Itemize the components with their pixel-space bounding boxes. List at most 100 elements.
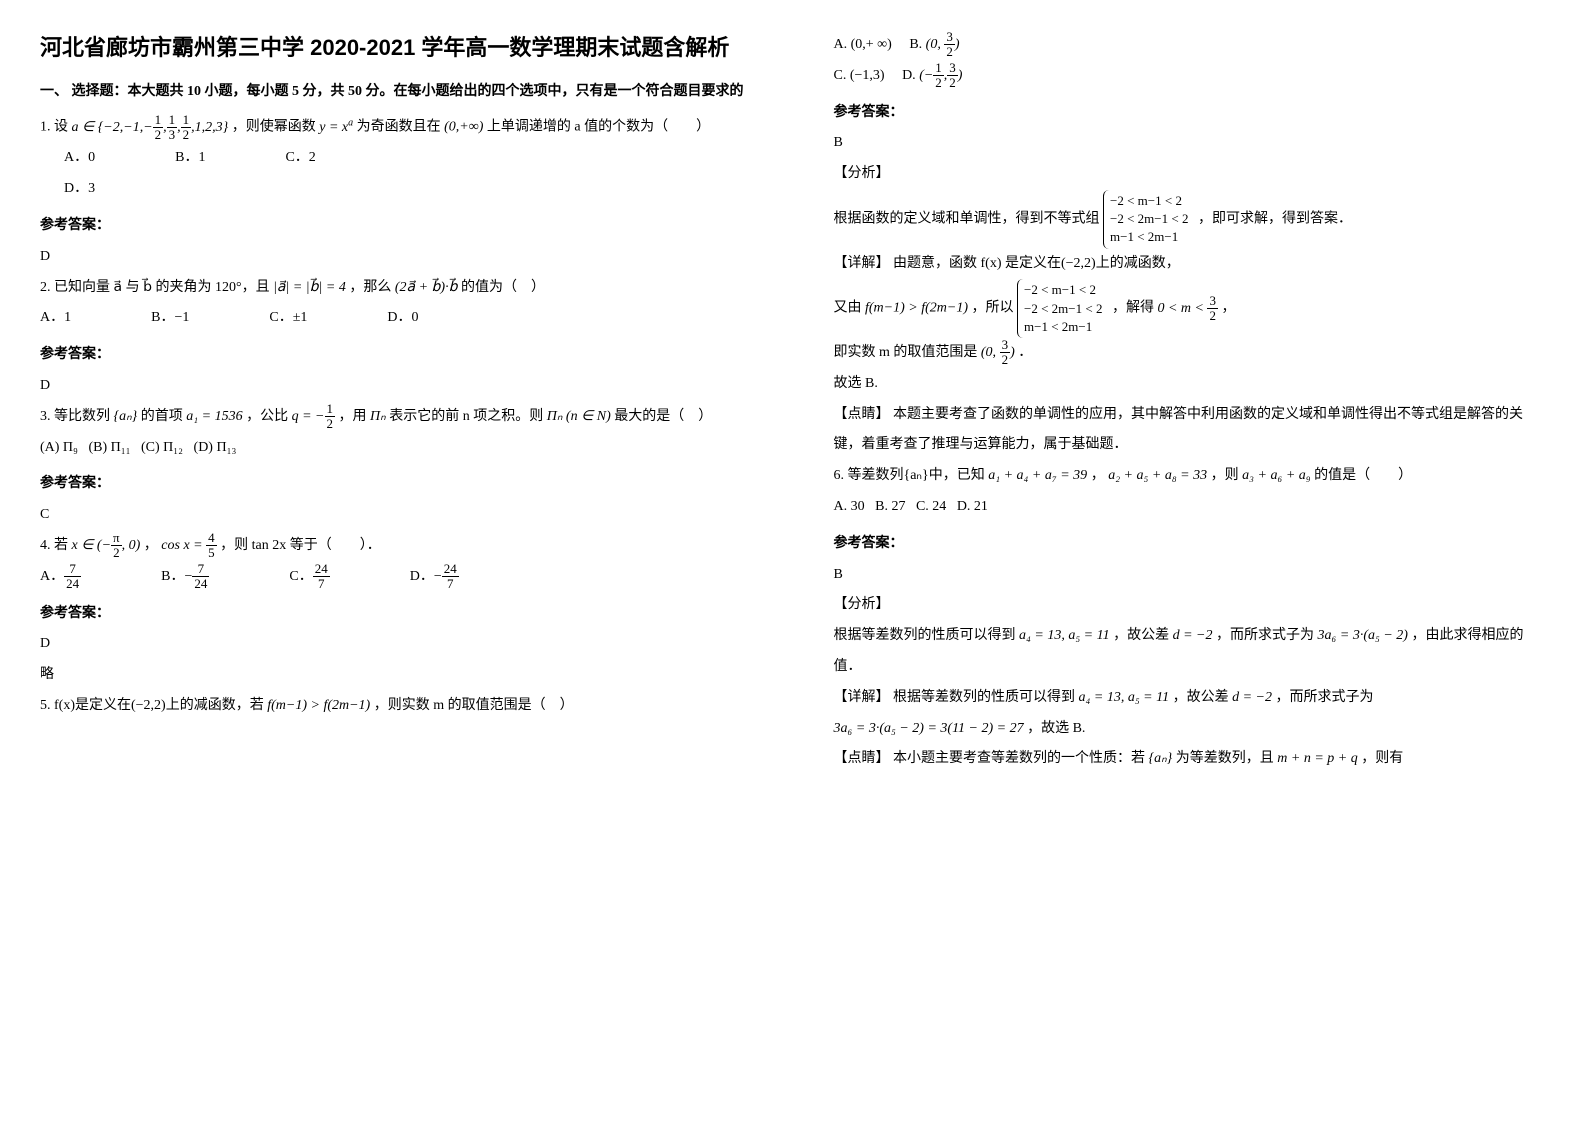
q1-stem-pre: 1. 设 — [40, 120, 68, 135]
q6-det: 根据等差数列的性质可以得到 — [893, 690, 1079, 705]
q5-pt: 本题主要考查了函数的单调性的应用，其中解答中利用函数的定义域和单调性得出不等式组… — [834, 407, 1524, 453]
q6-pt: 本小题主要考查等差数列的一个性质：若 — [893, 751, 1149, 766]
q3-options: (A) Π₉ (B) Π₁₁ (C) Π₁₂ (D) Π₁₃ — [40, 433, 754, 464]
q5-det4: 故选 B. — [834, 369, 1548, 400]
q6-ana-v: a₄ = 13, a₅ = 11 — [1019, 628, 1110, 643]
q6-point: 【点睛】 本小题主要考查等差数列的一个性质：若 {aₙ} 为等差数列，且 m +… — [834, 744, 1548, 775]
q5-ana1b: ，即可求解，得到答案． — [1198, 212, 1352, 227]
q6-detail2: 3a₆ = 3·(a₅ − 2) = 3(11 − 2) = 27 ，故选 B. — [834, 714, 1548, 745]
q2-stem-a: 2. 已知向量 a⃗ 与 b⃗ 的夹角为 120°，且 — [40, 280, 273, 295]
q5-det2c: ，所以 — [972, 301, 1018, 316]
right-column: A. (0,+ ∞) B. (0, 32) C. (−1,3) D. (−12,… — [794, 0, 1587, 1122]
q6-e2: a₂ + a₅ + a₈ = 33 — [1108, 468, 1207, 483]
q2-opt-c: C．±1 — [269, 303, 307, 334]
q1-answer: D — [40, 242, 754, 273]
q5-detail-label: 【详解】 — [834, 256, 890, 271]
q6-ana2: ，故公差 — [1113, 628, 1173, 643]
q6-opt-a: A. 30 — [834, 499, 865, 514]
q5-ineq: f(m−1) > f(2m−1) — [267, 698, 370, 713]
q3-ref-label: 参考答案： — [40, 469, 754, 500]
q1-options: A．0 B．1 C．2 — [64, 143, 754, 174]
q1-opt-b: B．1 — [175, 143, 205, 174]
q6-opt-d: D. 21 — [957, 499, 988, 514]
q3-a1: a₁ = 1536 — [186, 409, 242, 424]
q5-detail: 【详解】 由题意，函数 f(x) 是定义在(−2,2)上的减函数， — [834, 249, 1548, 280]
q3-opt-c: (C) Π₁₂ — [141, 440, 183, 455]
q6-det4: ，故选 B. — [1027, 721, 1085, 736]
q2: 2. 已知向量 a⃗ 与 b⃗ 的夹角为 120°，且 |a⃗| = |b⃗| … — [40, 273, 754, 304]
q6-pt2: 为等差数列，且 — [1176, 751, 1278, 766]
q6-e3: a₃ + a₆ + a₉ — [1242, 468, 1311, 483]
q5-stem-b: ，则实数 m 的取值范围是（ ） — [374, 698, 574, 713]
q3-stem-d: ，用 — [339, 409, 371, 424]
q5-opt-a: A. (0,+ ∞) — [834, 37, 892, 52]
q3-seq: {aₙ} — [114, 409, 138, 424]
q5-det3a: 即实数 m 的取值范围是 — [834, 345, 981, 360]
q4-options: A．724 B．−724 C．247 D．−247 — [40, 562, 754, 593]
q5-det2e: 0 < m < 32 — [1157, 301, 1218, 316]
q4-cos: cos x = 45 — [161, 538, 216, 553]
q5-analysis-label: 【分析】 — [834, 159, 1548, 190]
q4-opt-a: A．724 — [40, 562, 81, 593]
q5-options-row2: C. (−1,3) D. (−12,32) — [834, 61, 1548, 92]
q6-det3: ，而所求式子为 — [1276, 690, 1374, 705]
q5: 5. f(x)是定义在(−2,2)上的减函数，若 f(m−1) > f(2m−1… — [40, 691, 754, 722]
q5-det2a: 又由 — [834, 301, 866, 316]
q6-stem-c: ，则 — [1211, 468, 1243, 483]
q6-det-e: 3a₆ = 3·(a₅ − 2) = 3(11 − 2) = 27 — [834, 721, 1024, 736]
q6-point-label: 【点睛】 — [834, 751, 890, 766]
q4-stem-c: ，则 tan 2x 等于（ ）． — [220, 538, 381, 553]
q6-ana: 根据等差数列的性质可以得到 — [834, 628, 1020, 643]
q4-answer: D — [40, 629, 754, 660]
q1-opt-c: C．2 — [285, 143, 315, 174]
q6-opt-b: B. 27 — [875, 499, 905, 514]
q6-det-d: d = −2 — [1232, 690, 1272, 705]
q5-opt-b: B. (0, 32) — [909, 37, 959, 52]
q5-opt-d: D. (−12,32) — [902, 68, 962, 83]
q5-brace2: −2 < m−1 < 2 −2 < 2m−1 < 2 m−1 < 2m−1 — [1017, 279, 1108, 338]
doc-title: 河北省廊坊市霸州第三中学 2020-2021 学年高一数学理期末试题含解析 — [40, 30, 754, 65]
q6-pt-e: m + n = p + q — [1277, 751, 1357, 766]
q1-fn: y = xa — [319, 120, 353, 135]
q5-det3: 即实数 m 的取值范围是 (0, 32) ． — [834, 338, 1548, 369]
q4-stem-b: ， — [144, 538, 158, 553]
q5-opt-c: C. (−1,3) — [834, 68, 885, 83]
q5-ref-label: 参考答案： — [834, 98, 1548, 129]
q2-expr: (2a⃗ + b⃗)·b⃗ — [395, 280, 458, 295]
q5-point-label: 【点睛】 — [834, 407, 890, 422]
q1-set: a ∈ {−2,−1,−12,13,12,1,2,3} — [72, 120, 229, 135]
page: 河北省廊坊市霸州第三中学 2020-2021 学年高一数学理期末试题含解析 一、… — [0, 0, 1587, 1122]
q3-opt-a: (A) Π₉ — [40, 440, 78, 455]
q2-answer: D — [40, 371, 754, 402]
q4-opt-d: D．−247 — [410, 562, 459, 593]
q6-stem-a: 6. 等差数列{aₙ}中，已知 — [834, 468, 989, 483]
q1: 1. 设 a ∈ {−2,−1,−12,13,12,1,2,3} ，则使幂函数 … — [40, 112, 754, 143]
q3-stem-b: 的首项 — [141, 409, 187, 424]
q6-answer: B — [834, 560, 1548, 591]
q2-stem-c: 的值为（ ） — [461, 280, 545, 295]
q3-stem-e: 表示它的前 n 项之积。则 — [389, 409, 547, 424]
q6-analysis-label: 【分析】 — [834, 590, 1548, 621]
q6-ana-e: 3a₆ = 3·(a₅ − 2) — [1318, 628, 1408, 643]
q3-pi: Πₙ — [370, 409, 386, 424]
q6-det-v: a₄ = 13, a₅ = 11 — [1079, 690, 1170, 705]
q4: 4. 若 x ∈ (−π2, 0) ， cos x = 45 ，则 tan 2x… — [40, 531, 754, 562]
q3-answer: C — [40, 500, 754, 531]
q4-opt-b: B．−724 — [161, 562, 209, 593]
q5-brace1: −2 < m−1 < 2 −2 < 2m−1 < 2 m−1 < 2m−1 — [1103, 190, 1194, 249]
q3-pin: Πₙ (n ∈ N) — [547, 409, 611, 424]
q5-answer: B — [834, 128, 1548, 159]
q1-interval: (0,+∞) — [444, 120, 483, 135]
q5-point: 【点睛】 本题主要考查了函数的单调性的应用，其中解答中利用函数的定义域和单调性得… — [834, 400, 1548, 462]
q2-options: A．1 B．−1 C．±1 D．0 — [40, 303, 754, 334]
q5-ana1: 根据函数的定义域和单调性，得到不等式组 — [834, 212, 1104, 227]
q5-stem-a: 5. f(x)是定义在(−2,2)上的减函数，若 — [40, 698, 267, 713]
q3-stem-f: 最大的是（ ） — [614, 409, 712, 424]
q6-options: A. 30 B. 27 C. 24 D. 21 — [834, 492, 1548, 523]
q5-det2f: ， — [1221, 301, 1235, 316]
section-1-heading: 一、 选择题：本大题共 10 小题，每小题 5 分，共 50 分。在每小题给出的… — [40, 77, 754, 108]
q1-opt-a: A．0 — [64, 143, 95, 174]
q2-norm: |a⃗| = |b⃗| = 4 — [273, 280, 346, 295]
q3-stem-c: ，公比 — [246, 409, 292, 424]
q6-ana-d: d = −2 — [1173, 628, 1213, 643]
